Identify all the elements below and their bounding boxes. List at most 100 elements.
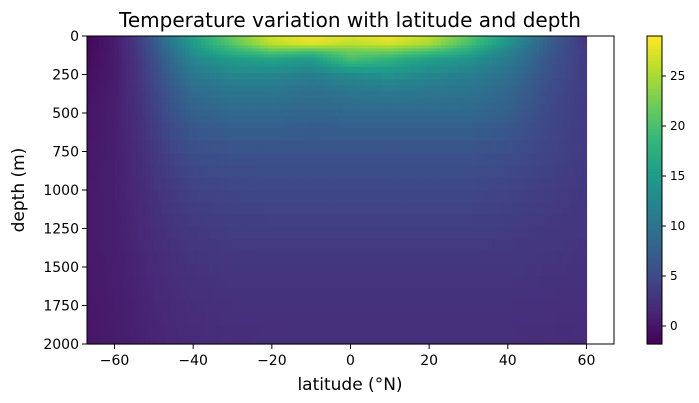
heatmap-cell (283, 45, 289, 49)
heatmap-cell (216, 276, 222, 290)
heatmap-cell (417, 109, 422, 117)
heatmap-cell (283, 300, 289, 314)
heatmap-cell (578, 116, 584, 123)
heatmap-cell (574, 128, 580, 142)
heatmap-cell (401, 165, 407, 179)
heatmap-cell (228, 42, 234, 46)
heatmap-cell (566, 276, 572, 290)
heatmap-cell (472, 42, 477, 46)
heatmap-cell (370, 103, 375, 111)
heatmap-cell (228, 66, 234, 74)
heatmap-cell (303, 63, 308, 68)
colorbar-segment (647, 128, 662, 133)
heatmap-cell (252, 263, 257, 277)
heatmap-cell (275, 226, 281, 240)
heatmap-cell (543, 300, 548, 314)
heatmap-cell (578, 39, 584, 43)
heatmap-cell (421, 39, 426, 43)
heatmap-cell (122, 276, 127, 290)
heatmap-cell (558, 202, 564, 216)
heatmap-cell (488, 263, 493, 277)
heatmap-cell (204, 116, 210, 123)
heatmap-cell (295, 42, 300, 46)
heatmap-cell (224, 177, 230, 191)
heatmap-cell (90, 251, 96, 265)
heatmap-cell (476, 51, 481, 56)
heatmap-cell (456, 85, 462, 93)
heatmap-cell (480, 60, 485, 65)
heatmap-cell (153, 51, 159, 56)
heatmap-cell (570, 239, 576, 253)
heatmap-cell (189, 39, 194, 43)
colorbar-segment (647, 174, 662, 179)
heatmap-cell (165, 140, 171, 154)
heatmap-cell (114, 325, 120, 339)
heatmap-cell (484, 79, 489, 86)
heatmap-cell (138, 190, 143, 203)
heatmap-cell (547, 337, 552, 345)
heatmap-cell (574, 85, 580, 93)
heatmap-cell (311, 177, 316, 191)
heatmap-cell (366, 63, 371, 68)
heatmap-cell (169, 63, 175, 68)
heatmap-cell (448, 97, 454, 105)
heatmap-cell (204, 251, 210, 265)
heatmap-cell (240, 57, 245, 62)
heatmap-cell (149, 91, 155, 99)
heatmap-cell (90, 153, 96, 166)
heatmap-cell (468, 122, 474, 129)
heatmap-cell (185, 57, 190, 62)
heatmap-cell (346, 85, 352, 93)
heatmap-cell (303, 190, 308, 203)
heatmap-cell (110, 276, 116, 290)
heatmap-cell (496, 103, 501, 111)
heatmap-cell (275, 57, 281, 62)
heatmap-cell (570, 57, 576, 62)
heatmap-cell (346, 63, 352, 68)
heatmap-cell (197, 57, 202, 62)
heatmap-cell (558, 313, 564, 327)
heatmap-cell (429, 97, 434, 105)
heatmap-cell (503, 190, 509, 203)
heatmap-cell (515, 276, 521, 290)
heatmap-cell (224, 165, 230, 179)
heatmap-cell (98, 72, 104, 80)
heatmap-cell (94, 51, 100, 56)
heatmap-cell (366, 165, 371, 179)
heatmap-cell (295, 263, 300, 277)
heatmap-cell (429, 122, 434, 129)
heatmap-cell (201, 128, 206, 142)
heatmap-cell (385, 39, 391, 43)
heatmap-cell (315, 51, 320, 56)
heatmap-cell (193, 116, 198, 123)
colorbar-segment (647, 230, 662, 234)
heatmap-cell (165, 153, 171, 166)
heatmap-cell (496, 42, 501, 46)
heatmap-cell (267, 51, 273, 56)
heatmap-cell (413, 51, 418, 56)
heatmap-cell (393, 45, 399, 49)
heatmap-cell (417, 214, 422, 228)
heatmap-cell (342, 54, 348, 59)
heatmap-cell (476, 39, 481, 43)
heatmap-cell (177, 91, 182, 99)
heatmap-cell (413, 177, 418, 191)
heatmap-cell (299, 239, 304, 253)
heatmap-cell (181, 128, 186, 142)
heatmap-cell (228, 45, 234, 49)
heatmap-cell (342, 140, 348, 154)
heatmap-cell (440, 239, 446, 253)
heatmap-cell (370, 109, 375, 117)
heatmap-cell (378, 122, 383, 129)
heatmap-cell (138, 263, 143, 277)
heatmap-cell (566, 300, 572, 314)
colorbar-segment (647, 180, 662, 185)
heatmap-cell (303, 122, 308, 129)
heatmap-cell (263, 337, 269, 345)
heatmap-cell (102, 177, 108, 191)
heatmap-cell (437, 263, 442, 277)
heatmap-cell (334, 122, 340, 129)
heatmap-cell (102, 337, 108, 345)
heatmap-cell (440, 116, 446, 123)
heatmap-cell (153, 116, 159, 123)
